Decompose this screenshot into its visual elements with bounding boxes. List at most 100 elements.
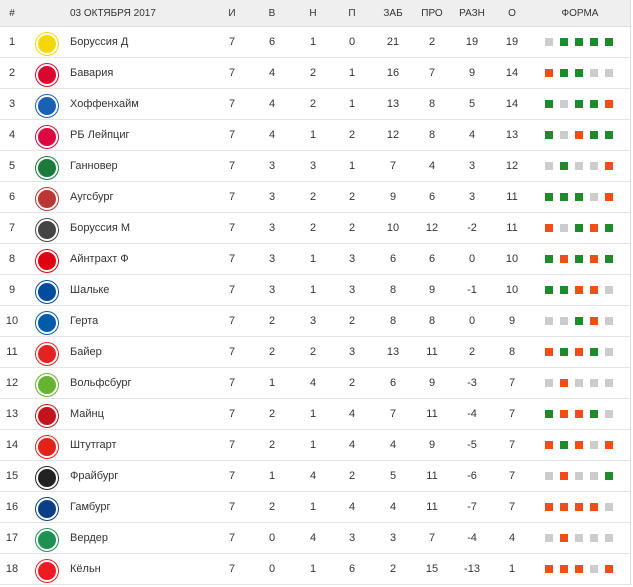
- header-form: ФОРМА: [561, 7, 599, 19]
- team-name[interactable]: Ганновер: [70, 160, 118, 172]
- wins: 0: [268, 532, 276, 544]
- losses: 2: [348, 315, 356, 327]
- table-row[interactable]: 4 РБ Лейпциг 7 4 1 2 12 8 4 13: [0, 120, 630, 151]
- form-result-win: [560, 348, 568, 356]
- form-result-win: [590, 38, 598, 46]
- team-name[interactable]: Герта: [70, 315, 99, 327]
- table-row[interactable]: 6 Аугсбург 7 3 2 2 9 6 3 11: [0, 182, 630, 213]
- draws: 4: [309, 532, 317, 544]
- form-result-loss: [575, 441, 583, 449]
- draws: 3: [309, 160, 317, 172]
- wins: 0: [268, 563, 276, 575]
- points: 4: [508, 532, 516, 544]
- table-row[interactable]: 16 Гамбург 7 2 1 4 4 11 -7 7: [0, 492, 630, 523]
- losses: 1: [348, 160, 356, 172]
- position: 2: [8, 67, 16, 79]
- wins: 2: [268, 501, 276, 513]
- played: 7: [228, 470, 236, 482]
- team-logo-icon: [36, 343, 58, 365]
- team-logo-icon: [36, 64, 58, 86]
- header-draws: Н: [309, 7, 317, 19]
- team-name[interactable]: РБ Лейпциг: [70, 129, 130, 141]
- form-result-loss: [575, 348, 583, 356]
- form-indicator: [545, 38, 613, 46]
- table-row[interactable]: 12 Вольфсбург 7 1 4 2 6 9 -3 7: [0, 368, 630, 399]
- losses: 1: [348, 67, 356, 79]
- position: 14: [5, 439, 19, 451]
- draws: 2: [309, 222, 317, 234]
- table-row[interactable]: 11 Байер 7 2 2 3 13 11 2 8: [0, 337, 630, 368]
- team-name[interactable]: Боруссия М: [70, 222, 131, 234]
- header-goals-for: ЗАБ: [383, 7, 403, 19]
- table-row[interactable]: 17 Вердер 7 0 4 3 3 7 -4 4: [0, 523, 630, 554]
- wins: 3: [268, 253, 276, 265]
- form-result-loss: [545, 348, 553, 356]
- table-row[interactable]: 18 Кёльн 7 0 1 6 2 15 -13 1: [0, 554, 630, 585]
- team-name[interactable]: Шальке: [70, 284, 110, 296]
- team-name[interactable]: Боруссия Д: [70, 36, 129, 48]
- form-result-win: [605, 472, 613, 480]
- table-row[interactable]: 2 Бавария 7 4 2 1 16 7 9 14: [0, 58, 630, 89]
- team-name[interactable]: Майнц: [70, 408, 104, 420]
- losses: 3: [348, 284, 356, 296]
- goals-against: 7: [428, 532, 436, 544]
- team-name[interactable]: Айнтрахт Ф: [70, 253, 129, 265]
- goals-against: 11: [426, 408, 438, 420]
- form-result-win: [590, 100, 598, 108]
- team-name[interactable]: Вольфсбург: [70, 377, 132, 389]
- team-name[interactable]: Байер: [70, 346, 102, 358]
- form-result-win: [545, 100, 553, 108]
- form-result-draw: [590, 162, 598, 170]
- goal-diff: -3: [467, 377, 477, 389]
- table-row[interactable]: 10 Герта 7 2 3 2 8 8 0 9: [0, 306, 630, 337]
- team-name[interactable]: Штутгарт: [70, 439, 117, 451]
- table-row[interactable]: 9 Шальке 7 3 1 3 8 9 -1 10: [0, 275, 630, 306]
- team-name[interactable]: Хоффенхайм: [70, 98, 139, 110]
- header-date: 03 ОКТЯБРЯ 2017: [70, 7, 156, 19]
- form-indicator: [545, 441, 613, 449]
- position: 10: [5, 315, 19, 327]
- table-row[interactable]: 8 Айнтрахт Ф 7 3 1 3 6 6 0 10: [0, 244, 630, 275]
- table-row[interactable]: 1 Боруссия Д 7 6 1 0 21 2 19 19: [0, 27, 630, 58]
- goals-for: 8: [389, 315, 397, 327]
- draws: 1: [309, 408, 317, 420]
- goals-for: 7: [389, 160, 397, 172]
- goals-against: 8: [428, 98, 436, 110]
- team-name[interactable]: Бавария: [70, 67, 114, 79]
- losses: 2: [348, 129, 356, 141]
- form-result-draw: [605, 286, 613, 294]
- form-indicator: [545, 162, 613, 170]
- form-result-draw: [560, 131, 568, 139]
- team-logo-icon: [36, 436, 58, 458]
- team-name[interactable]: Вердер: [70, 532, 108, 544]
- table-row[interactable]: 15 Фрайбург 7 1 4 2 5 11 -6 7: [0, 461, 630, 492]
- points: 13: [505, 129, 519, 141]
- table-row[interactable]: 5 Ганновер 7 3 3 1 7 4 3 12: [0, 151, 630, 182]
- position: 12: [5, 377, 19, 389]
- team-name[interactable]: Гамбург: [70, 501, 111, 513]
- table-row[interactable]: 3 Хоффенхайм 7 4 2 1 13 8 5 14: [0, 89, 630, 120]
- form-result-draw: [545, 162, 553, 170]
- team-name[interactable]: Кёльн: [70, 563, 101, 575]
- table-row[interactable]: 13 Майнц 7 2 1 4 7 11 -4 7: [0, 399, 630, 430]
- wins: 2: [268, 315, 276, 327]
- table-row[interactable]: 14 Штутгарт 7 2 1 4 4 9 -5 7: [0, 430, 630, 461]
- team-name[interactable]: Фрайбург: [70, 470, 119, 482]
- team-name[interactable]: Аугсбург: [70, 191, 114, 203]
- position: 9: [8, 284, 16, 296]
- form-result-loss: [545, 224, 553, 232]
- goal-diff: -4: [467, 532, 477, 544]
- goal-diff: 0: [468, 253, 476, 265]
- form-indicator: [545, 565, 613, 573]
- table-row[interactable]: 7 Боруссия М 7 3 2 2 10 12 -2 11: [0, 213, 630, 244]
- form-result-loss: [590, 224, 598, 232]
- form-result-win: [560, 162, 568, 170]
- draws: 1: [309, 501, 317, 513]
- team-logo-icon: [36, 219, 58, 241]
- draws: 1: [309, 563, 317, 575]
- wins: 1: [268, 377, 276, 389]
- form-indicator: [545, 503, 613, 511]
- draws: 1: [309, 439, 317, 451]
- goals-for: 2: [389, 563, 397, 575]
- form-result-loss: [605, 441, 613, 449]
